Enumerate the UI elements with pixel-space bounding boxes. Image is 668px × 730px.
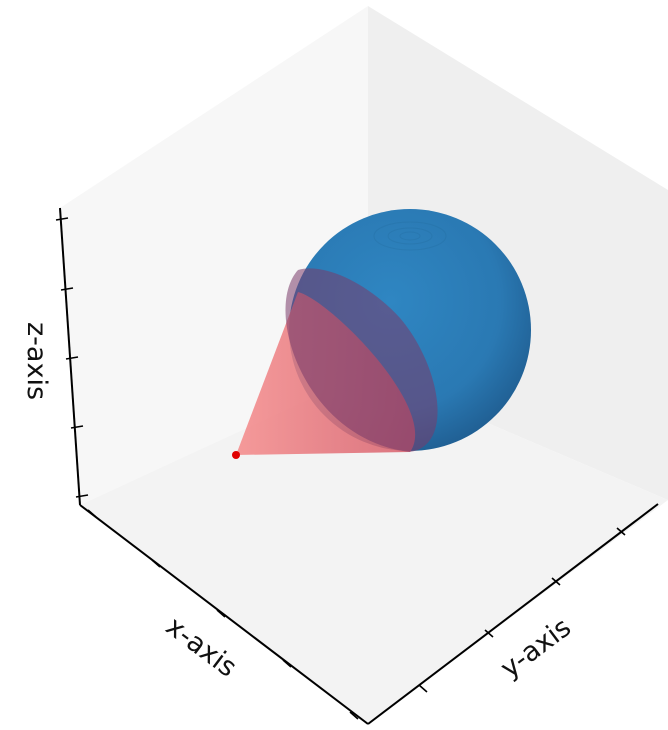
x-axis-ticks [87,509,359,720]
cone-base-ellipse [285,268,438,452]
y-tick [616,527,626,536]
y-axis-ticks [418,527,626,693]
y-tick [484,629,494,638]
z-tick [75,494,89,498]
apex-point [232,451,240,459]
x-tick [349,711,359,720]
x-axis-line [79,504,369,725]
z-tick [55,217,69,221]
z-tick [70,425,84,429]
x-tick [282,659,292,668]
z-tick [65,356,79,360]
x-axis-label: x-axis [160,611,242,684]
y-tick [551,577,561,586]
x-tick [151,559,161,568]
y-axis-line [367,503,659,725]
z-axis-label: z-axis [21,322,52,400]
z-axis-line [59,207,81,506]
z-axis-ticks [55,217,89,498]
y-tick [418,684,428,693]
y-axis-label: y-axis [495,612,577,685]
x-tick [87,509,97,518]
floor-pane [80,372,668,724]
x-tick [216,609,226,618]
z-tick [60,287,74,291]
